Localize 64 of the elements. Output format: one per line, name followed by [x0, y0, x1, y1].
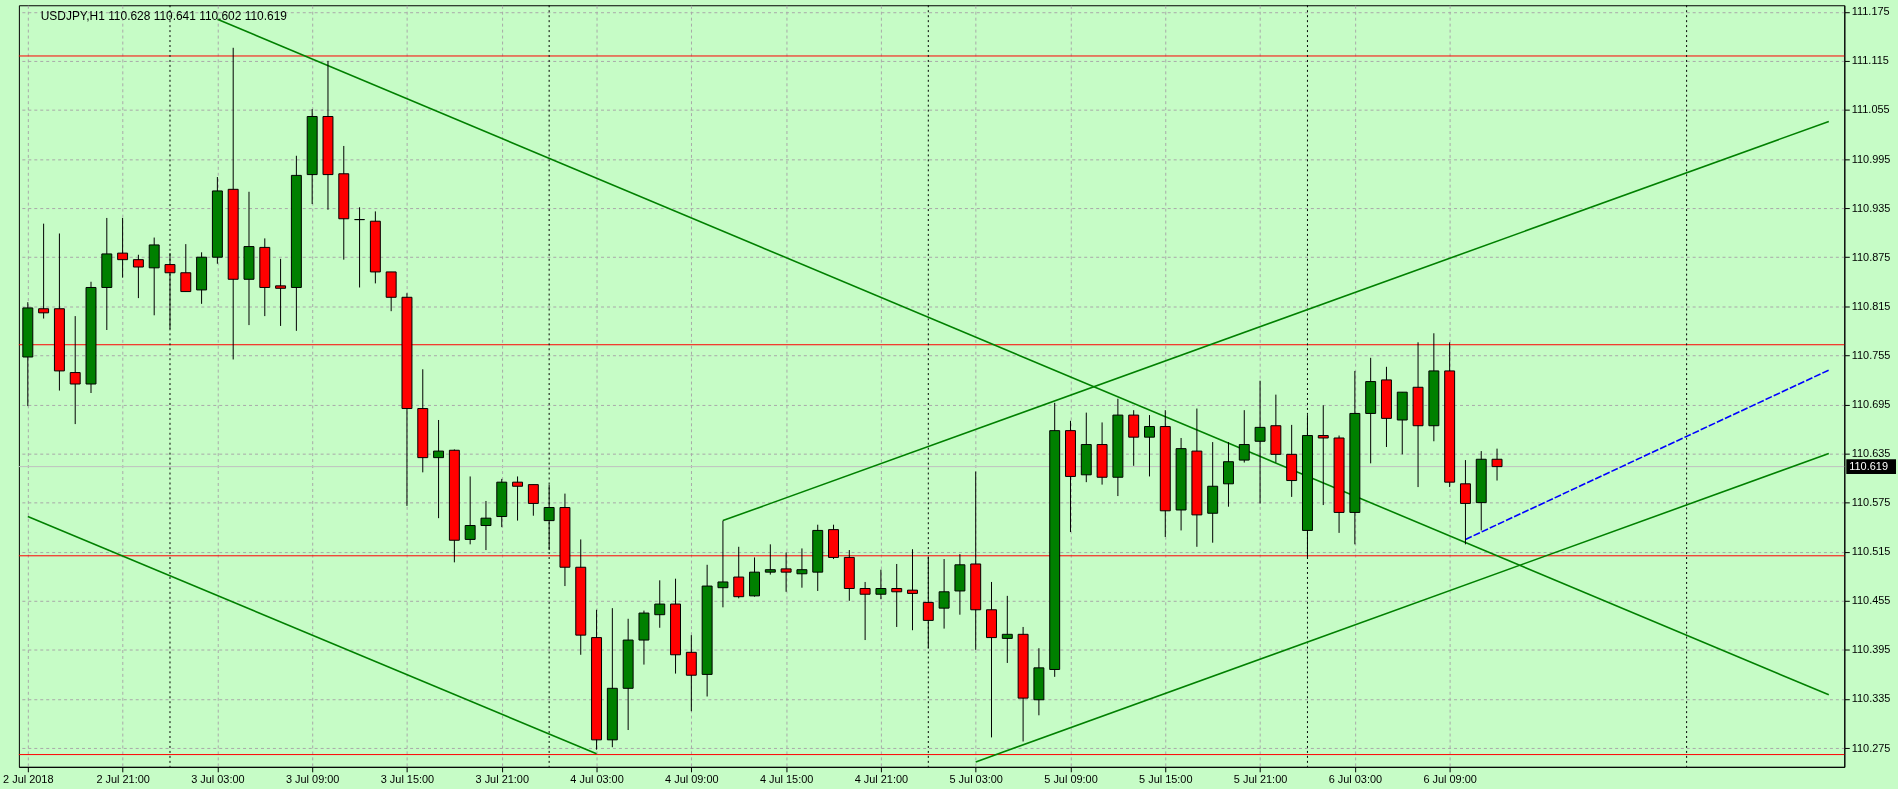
candlestick [148, 237, 160, 316]
candlestick [875, 569, 887, 600]
x-tick-label: 5 Jul 09:00 [1044, 773, 1098, 786]
x-tick-label: 4 Jul 21:00 [854, 773, 909, 786]
y-tick-label: 110.455 [1851, 594, 1891, 607]
candlestick [117, 217, 129, 279]
y-tick-label: 110.695 [1851, 397, 1891, 410]
ref-line-label: 110.619 [1849, 459, 1888, 472]
candlestick [354, 206, 366, 288]
candlestick [1223, 441, 1234, 508]
x-tick-label: 3 Jul 09:00 [285, 773, 340, 786]
candlestick [796, 547, 808, 589]
candlestick [275, 258, 287, 327]
y-tick-label: 110.395 [1851, 643, 1891, 656]
y-tick-label: 110.995 [1851, 152, 1891, 165]
x-tick-label: 5 Jul 15:00 [1139, 773, 1193, 786]
x-tick-label: 3 Jul 03:00 [191, 773, 245, 786]
candlestick [685, 634, 697, 712]
candlestick [1254, 380, 1266, 504]
candlestick [1317, 404, 1329, 506]
y-tick-label: 110.635 [1851, 447, 1891, 460]
candlestick [654, 579, 666, 629]
candlestick [527, 484, 539, 517]
y-tick-label: 110.275 [1851, 741, 1891, 754]
y-tick-label: 111.115 [1851, 54, 1889, 67]
candlestick [1491, 448, 1503, 482]
y-tick-label: 110.515 [1851, 545, 1891, 558]
y-tick-label: 110.335 [1851, 692, 1891, 705]
candlestick [749, 556, 760, 598]
x-tick-label: 4 Jul 09:00 [665, 773, 719, 786]
candlestick [1238, 409, 1250, 464]
x-tick-label: 6 Jul 09:00 [1423, 773, 1477, 786]
y-tick-label: 111.175 [1851, 5, 1890, 18]
x-tick-label: 4 Jul 15:00 [759, 773, 814, 786]
candlestick [859, 581, 871, 641]
candlestick [38, 223, 50, 320]
candlestick [1144, 414, 1155, 477]
candlestick [464, 475, 476, 545]
x-tick-label: 3 Jul 15:00 [380, 773, 435, 786]
candlestick [1128, 409, 1140, 467]
candlestick [891, 563, 903, 628]
y-tick-label: 110.815 [1851, 299, 1891, 312]
y-tick-label: 110.875 [1851, 250, 1891, 263]
x-tick-label: 3 Jul 21:00 [475, 773, 529, 786]
x-tick-label: 2 Jul 21:00 [96, 773, 150, 786]
y-tick-label: 110.935 [1851, 201, 1891, 214]
candlestick [480, 500, 492, 551]
candlestick [132, 254, 144, 299]
x-tick-label: 2 Jul 2018 [3, 773, 54, 786]
candlestick [433, 419, 445, 519]
candlestick [512, 475, 524, 522]
y-tick-label: 111.055 [1851, 103, 1890, 116]
x-tick-label: 4 Jul 03:00 [570, 773, 624, 786]
chart-title: USDJPY,H1 110.628 110.641 110.602 110.619 [40, 9, 288, 24]
x-tick-label: 5 Jul 03:00 [949, 773, 1003, 786]
candlestick [1459, 459, 1471, 545]
candlestick [180, 243, 192, 293]
candlestick [938, 558, 950, 630]
y-tick-label: 110.755 [1851, 348, 1891, 361]
candlestick [764, 543, 776, 576]
y-tick-label: 110.575 [1851, 496, 1891, 509]
x-tick-label: 6 Jul 03:00 [1328, 773, 1383, 786]
candlestick [1001, 595, 1013, 664]
x-tick-label: 5 Jul 21:00 [1233, 773, 1288, 786]
